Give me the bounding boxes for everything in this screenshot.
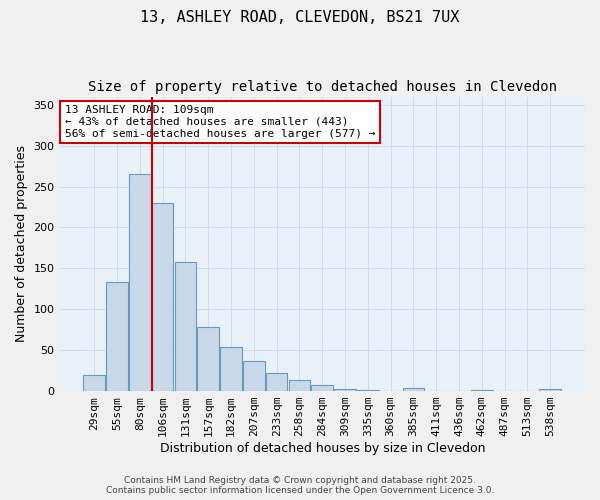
Y-axis label: Number of detached properties: Number of detached properties — [15, 146, 28, 342]
Bar — [152, 203, 173, 391]
Bar — [539, 390, 561, 391]
Bar — [311, 384, 333, 391]
Bar — [83, 374, 105, 391]
Bar — [175, 262, 196, 391]
Bar — [357, 390, 379, 391]
Bar — [197, 328, 219, 391]
Bar — [403, 388, 424, 391]
Bar — [289, 380, 310, 391]
Bar — [334, 388, 356, 391]
Bar — [106, 282, 128, 391]
Text: 13 ASHLEY ROAD: 109sqm
← 43% of detached houses are smaller (443)
56% of semi-de: 13 ASHLEY ROAD: 109sqm ← 43% of detached… — [65, 106, 375, 138]
Bar — [220, 347, 242, 391]
Bar — [243, 361, 265, 391]
X-axis label: Distribution of detached houses by size in Clevedon: Distribution of detached houses by size … — [160, 442, 485, 455]
Title: Size of property relative to detached houses in Clevedon: Size of property relative to detached ho… — [88, 80, 557, 94]
Bar — [129, 174, 151, 391]
Text: 13, ASHLEY ROAD, CLEVEDON, BS21 7UX: 13, ASHLEY ROAD, CLEVEDON, BS21 7UX — [140, 10, 460, 25]
Text: Contains HM Land Registry data © Crown copyright and database right 2025.
Contai: Contains HM Land Registry data © Crown c… — [106, 476, 494, 495]
Bar — [266, 373, 287, 391]
Bar — [471, 390, 493, 391]
